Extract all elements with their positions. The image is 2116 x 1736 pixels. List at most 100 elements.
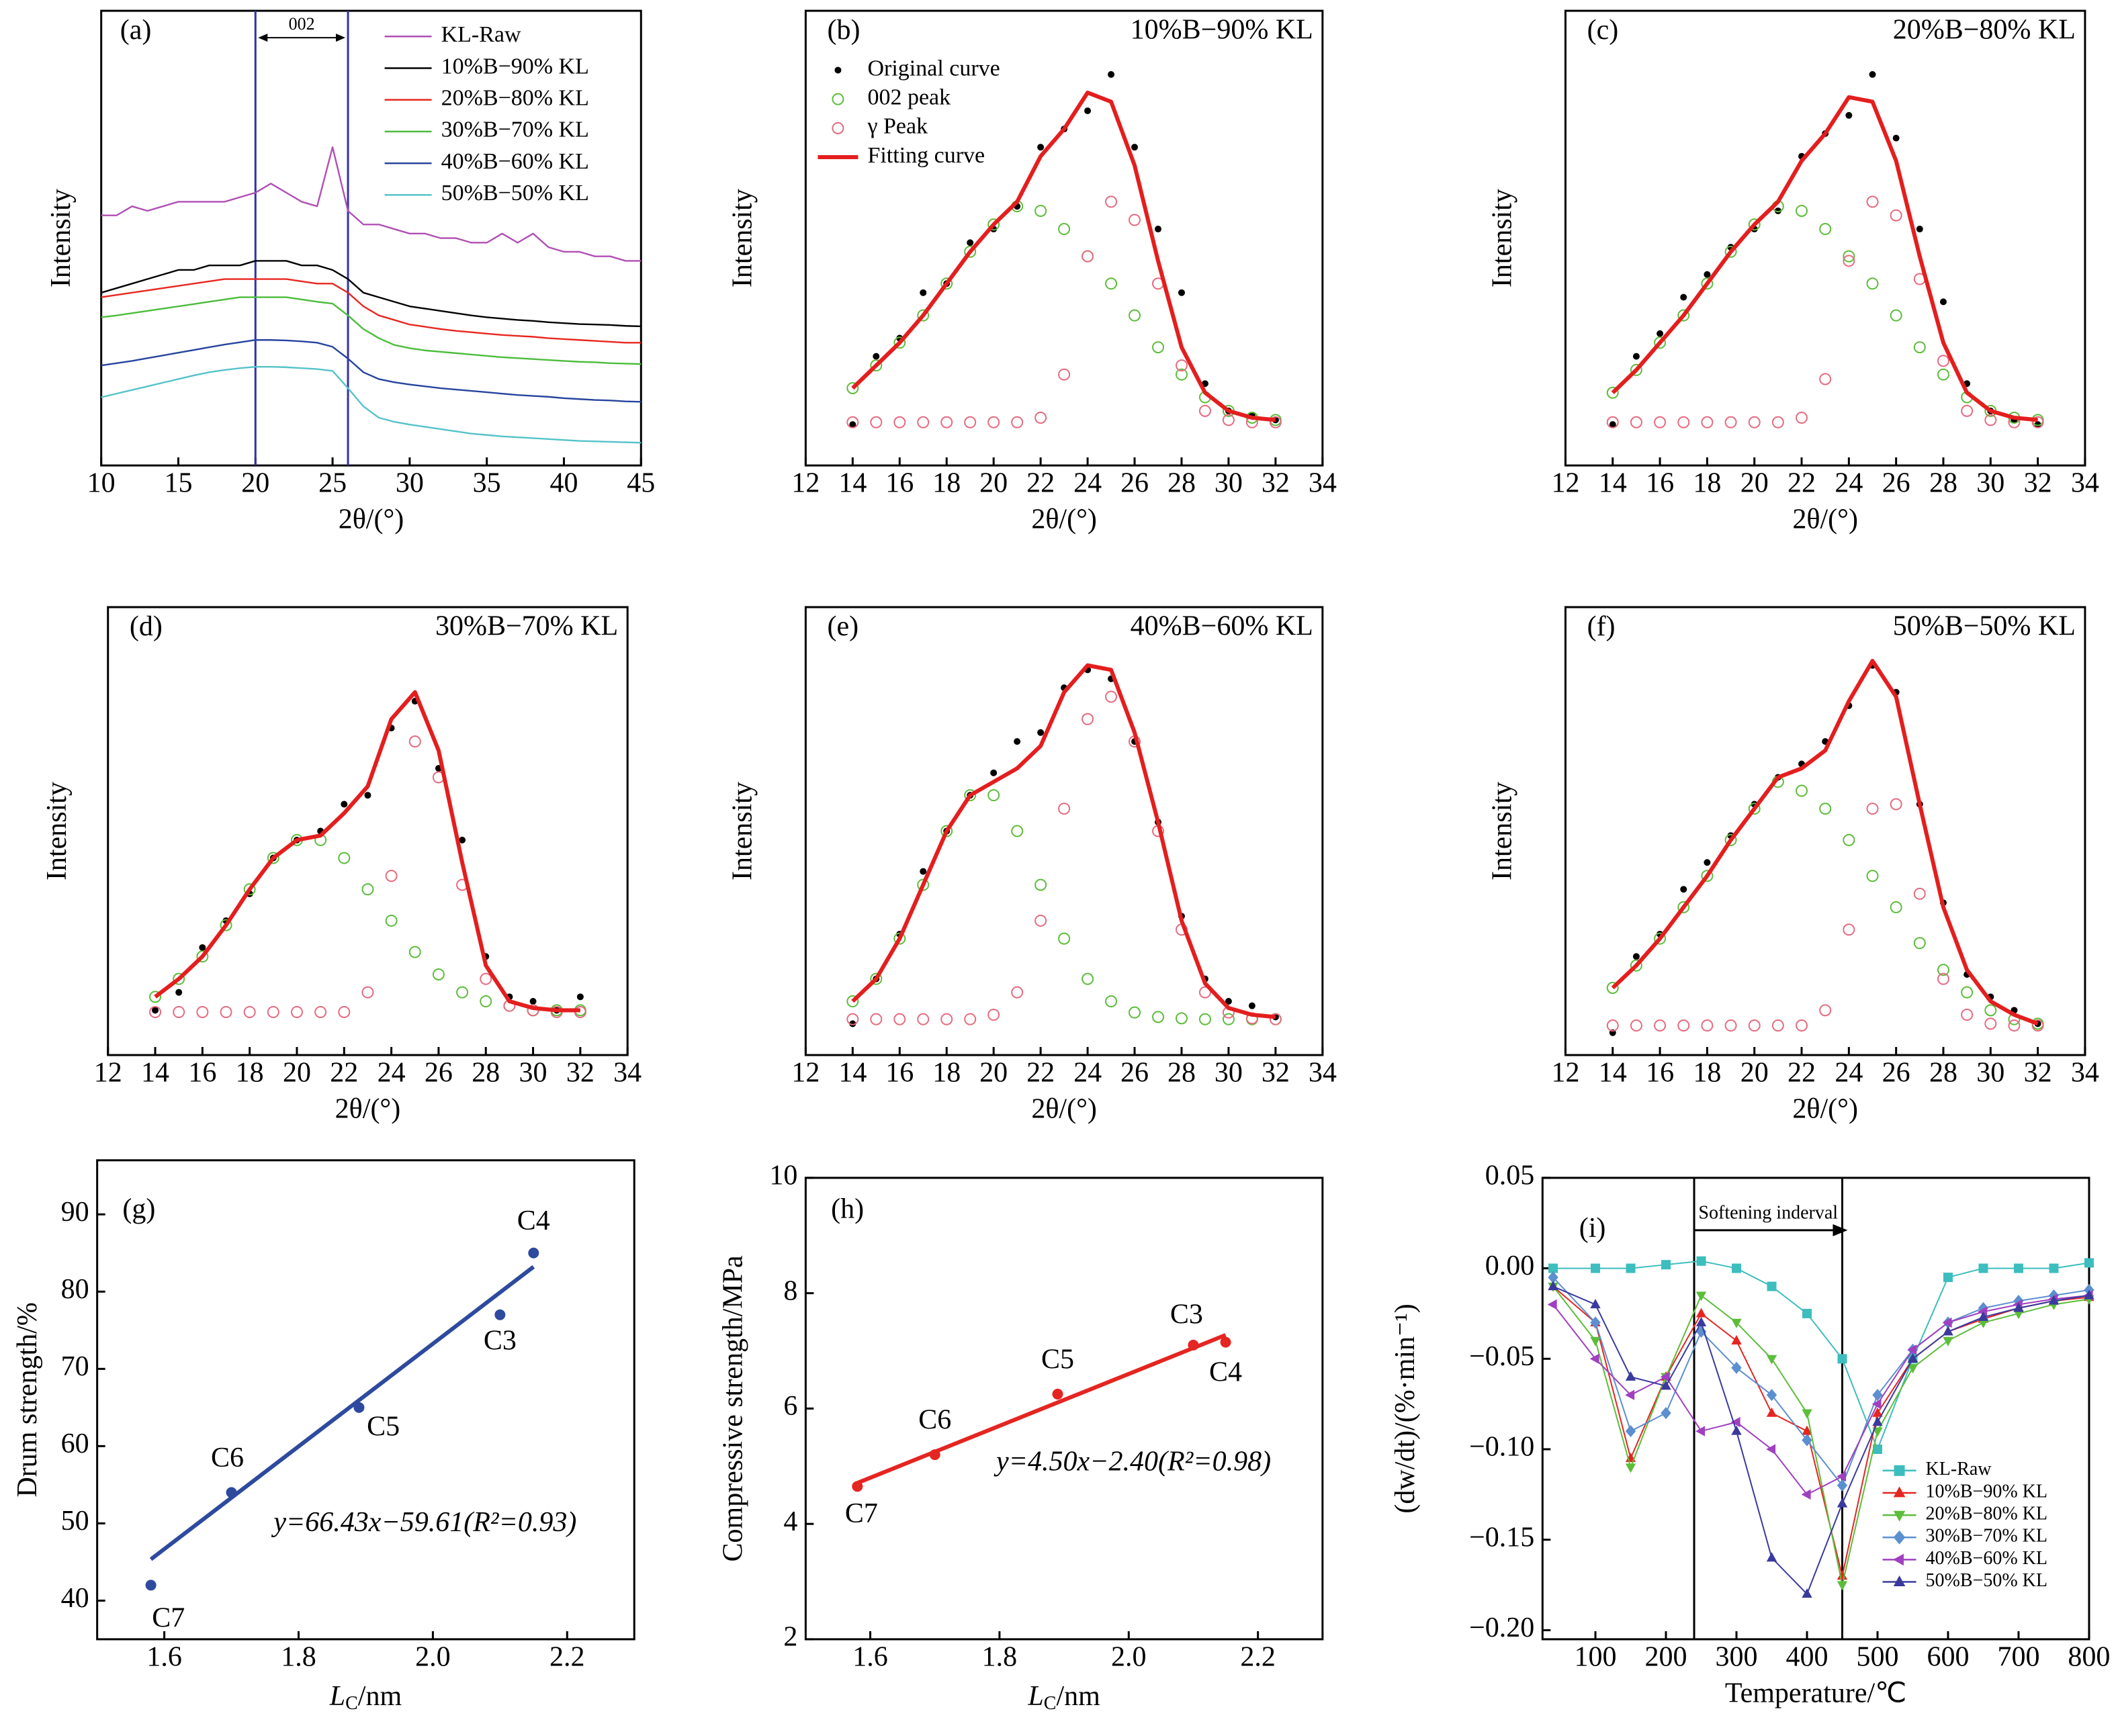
x-tick-label: 32 (2024, 1058, 2052, 1089)
data-point (385, 870, 398, 882)
point-label: C3 (484, 1326, 517, 1357)
data-line (101, 146, 642, 262)
panel-label: (d) (130, 611, 163, 642)
data-point (1590, 1316, 1601, 1329)
plot-frame (804, 606, 1324, 1056)
data-point (893, 336, 906, 349)
x-tick-label: 14 (838, 468, 867, 499)
data-point (341, 801, 348, 808)
x-tick-label: 24 (1073, 468, 1102, 499)
panel-label: (h) (831, 1194, 864, 1225)
data-point (290, 1006, 303, 1019)
data-point (1890, 309, 1902, 322)
x-tick-label: 28 (1929, 1058, 1957, 1089)
data-point (494, 1309, 506, 1320)
x-tick-label: 24 (1835, 468, 1863, 499)
y-tick-label: −0.10 (1469, 1432, 1534, 1463)
data-point (1058, 368, 1071, 381)
y-tick-label: 50 (61, 1506, 89, 1537)
data-point (1154, 226, 1161, 233)
data-point (199, 944, 206, 951)
x-tick-label: 500 (1856, 1642, 1898, 1673)
x-tick-label: 700 (1997, 1642, 2039, 1673)
x-tick-label: 16 (885, 468, 914, 499)
data-point (1589, 1353, 1599, 1364)
plot-frame (1564, 606, 2086, 1056)
data-point (1034, 914, 1047, 927)
data-point (1590, 1336, 1601, 1346)
data-point (1819, 373, 1832, 385)
x-tick-label: 100 (1575, 1642, 1617, 1673)
data-point (1843, 250, 1855, 263)
data-point (226, 1487, 237, 1498)
data-point (1198, 1013, 1211, 1025)
data-point (1943, 1336, 1953, 1346)
data-point (917, 1013, 930, 1025)
data-point (917, 878, 930, 891)
data-point (1198, 404, 1211, 417)
x-tick-label: 34 (1309, 1058, 1337, 1089)
data-point (1269, 416, 1282, 428)
data-point (1724, 245, 1737, 258)
legend-label: 40%B−60% KL (1926, 1548, 2047, 1569)
x-tick-label: 28 (1167, 1058, 1196, 1089)
data-point (1011, 825, 1024, 837)
data-point (1632, 953, 1640, 960)
data-point (870, 416, 883, 428)
data-point (1843, 923, 1855, 936)
data-point (1151, 341, 1164, 354)
x-tick-label: 34 (2071, 1058, 2099, 1089)
data-point (196, 950, 209, 963)
x-tick-label: 20 (979, 1058, 1008, 1089)
point-label: C4 (517, 1205, 550, 1236)
x-tick-label: 20 (979, 468, 1008, 499)
data-point (1978, 1318, 1989, 1328)
data-point (1105, 277, 1118, 290)
y-tick-label: −0.05 (1469, 1341, 1534, 1372)
data-point (964, 789, 977, 802)
data-point (1802, 1425, 1812, 1435)
plot-frame (100, 9, 642, 467)
y-tick-label: 0.05 (1485, 1160, 1535, 1191)
data-point (1767, 1281, 1777, 1291)
x-axis-label: 2θ/(°) (1031, 504, 1097, 535)
x-axis-label-sub: C (1044, 1693, 1057, 1714)
data-point (1771, 416, 1784, 428)
data-point (1011, 416, 1024, 428)
legend-label: 20%B−80% KL (1926, 1504, 2047, 1524)
legend-label: 40%B−60% KL (441, 149, 589, 174)
legend-label: Fitting curve (867, 143, 985, 168)
data-point (1961, 1009, 1974, 1021)
data-point (1866, 803, 1879, 815)
data-point (267, 852, 279, 864)
data-point (1837, 1479, 1848, 1492)
x-tick-label: 20 (1740, 468, 1769, 499)
data-point (1696, 1256, 1706, 1266)
y-tick-label: 8 (783, 1275, 797, 1306)
data-point (1774, 207, 1781, 214)
point-label: C6 (211, 1443, 244, 1473)
data-point (1916, 226, 1923, 233)
data-point (1058, 932, 1071, 945)
data-point (1866, 277, 1879, 290)
data-point (196, 1006, 209, 1019)
plot-frame (1541, 1177, 2090, 1641)
data-point (987, 1009, 1000, 1021)
data-point (2008, 1019, 2021, 1032)
data-line (1553, 1260, 2090, 1451)
x-tick-label: 26 (425, 1058, 453, 1089)
data-point (1766, 1355, 1777, 1365)
legend-marker (832, 122, 844, 134)
x-tick-label: 26 (1882, 468, 1910, 499)
data-point (1907, 1364, 1919, 1374)
x-tick-label: 30 (1215, 468, 1243, 499)
x-tick-label: 30 (1976, 468, 2004, 499)
data-point (846, 382, 859, 395)
x-tick-label: 28 (1167, 468, 1196, 499)
point-label: C6 (918, 1405, 951, 1436)
data-point (1796, 1019, 1808, 1032)
y-axis-label: Intensity (42, 782, 73, 880)
data-point (1730, 1416, 1740, 1428)
panel-label: (c) (1587, 15, 1619, 46)
data-point (1082, 972, 1094, 985)
